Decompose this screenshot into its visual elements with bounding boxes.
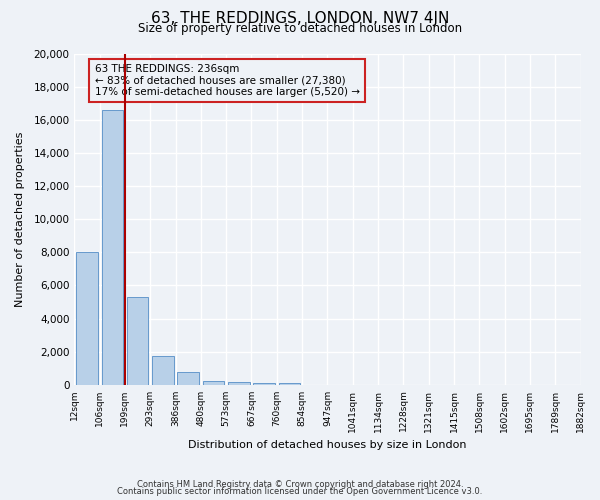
Text: Size of property relative to detached houses in London: Size of property relative to detached ho… — [138, 22, 462, 35]
Bar — [278, 383, 300, 384]
Bar — [152, 356, 173, 384]
Bar — [178, 372, 199, 384]
Text: Contains public sector information licensed under the Open Government Licence v3: Contains public sector information licen… — [118, 487, 482, 496]
Bar — [228, 382, 250, 384]
Bar — [253, 383, 275, 384]
Text: 63 THE REDDINGS: 236sqm
← 83% of detached houses are smaller (27,380)
17% of sem: 63 THE REDDINGS: 236sqm ← 83% of detache… — [95, 64, 359, 97]
Bar — [203, 380, 224, 384]
Y-axis label: Number of detached properties: Number of detached properties — [15, 132, 25, 307]
X-axis label: Distribution of detached houses by size in London: Distribution of detached houses by size … — [188, 440, 467, 450]
Bar — [76, 252, 98, 384]
Text: 63, THE REDDINGS, LONDON, NW7 4JN: 63, THE REDDINGS, LONDON, NW7 4JN — [151, 11, 449, 26]
Bar — [127, 297, 148, 384]
Text: Contains HM Land Registry data © Crown copyright and database right 2024.: Contains HM Land Registry data © Crown c… — [137, 480, 463, 489]
Bar — [101, 110, 123, 384]
